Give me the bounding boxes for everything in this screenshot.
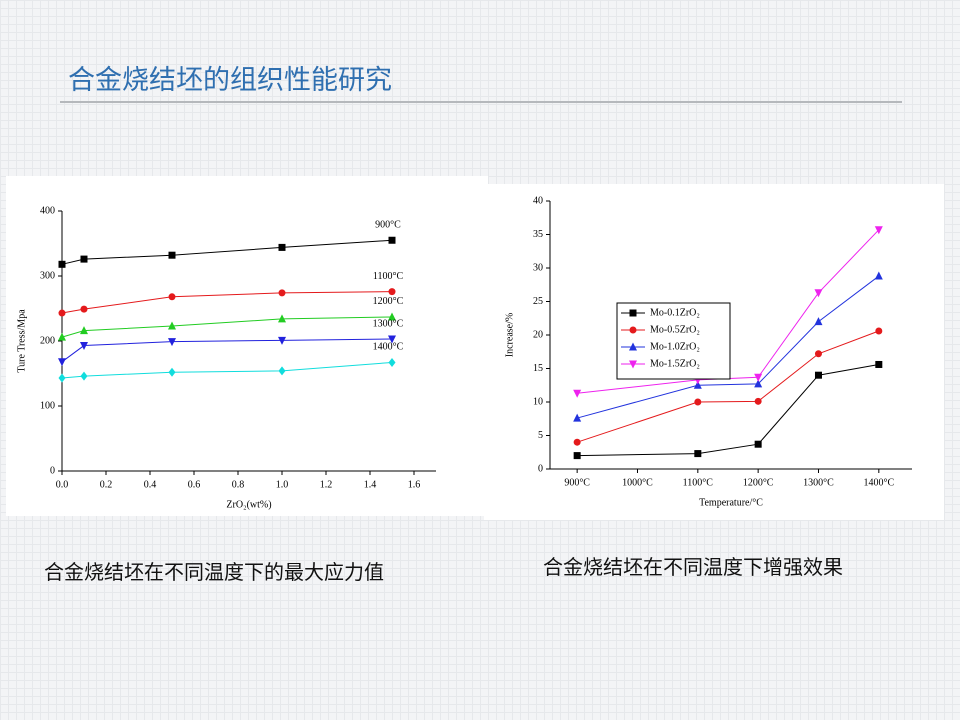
marker	[278, 289, 286, 297]
marker	[814, 289, 823, 298]
y-tick-label: 20	[533, 329, 543, 340]
marker	[168, 367, 176, 377]
y-axis-label: Increase/%	[504, 313, 515, 357]
marker	[388, 288, 396, 296]
legend-label: Mo-1.5ZrO₂	[650, 358, 700, 369]
marker	[388, 236, 396, 244]
y-tick-label: 400	[40, 205, 55, 216]
legend-label: Mo-0.5ZrO₂	[650, 324, 700, 335]
x-tick-label: 1.2	[320, 479, 333, 490]
marker	[80, 305, 88, 313]
chart-panel	[6, 176, 488, 516]
x-axis-label: ZrO₂(wt%)	[226, 499, 271, 510]
series-label: 1200°C	[373, 296, 404, 307]
x-tick-label: 1000°C	[622, 477, 653, 488]
y-tick-label: 25	[533, 296, 543, 307]
marker	[278, 366, 286, 376]
marker	[874, 271, 883, 280]
marker	[80, 342, 88, 351]
marker	[80, 326, 88, 335]
marker	[754, 379, 763, 388]
marker	[278, 243, 286, 251]
marker	[388, 312, 396, 321]
marker	[694, 450, 702, 458]
x-tick-label: 0.0	[56, 479, 69, 490]
y-axis-label: Ture Tress/Mpa	[16, 309, 27, 373]
caption: 合金烧结坯在不同温度下增强效果	[543, 555, 843, 579]
marker	[694, 398, 702, 406]
y-tick-label: 300	[40, 270, 55, 281]
marker	[58, 260, 66, 268]
y-tick-label: 200	[40, 335, 55, 346]
marker	[693, 380, 702, 389]
marker	[754, 373, 763, 382]
series-label: 1400°C	[373, 342, 404, 353]
x-tick-label: 0.4	[144, 479, 157, 490]
x-tick-label: 1100°C	[683, 477, 714, 488]
x-tick-label: 0.8	[232, 479, 245, 490]
marker	[814, 317, 823, 326]
marker	[754, 397, 762, 405]
y-tick-label: 0	[50, 465, 55, 476]
marker	[573, 389, 582, 398]
y-tick-label: 30	[533, 262, 543, 273]
marker	[573, 413, 582, 422]
marker	[874, 226, 883, 235]
y-tick-label: 100	[40, 400, 55, 411]
legend-marker	[629, 326, 637, 334]
marker	[875, 360, 883, 368]
marker	[573, 452, 581, 460]
series-label: 1300°C	[373, 318, 404, 329]
marker	[875, 327, 883, 335]
legend-label: Mo-0.1ZrO₂	[650, 307, 700, 318]
legend-marker	[629, 342, 637, 351]
title-rule	[60, 101, 902, 103]
marker	[168, 338, 176, 347]
marker	[58, 373, 66, 383]
x-tick-label: 1400°C	[863, 477, 894, 488]
marker	[278, 336, 286, 345]
marker	[80, 255, 88, 263]
marker	[58, 332, 66, 341]
x-tick-label: 1300°C	[803, 477, 834, 488]
marker	[754, 440, 762, 448]
x-tick-label: 0.6	[188, 479, 201, 490]
marker	[814, 350, 822, 358]
series-label: 1100°C	[373, 271, 404, 282]
marker	[278, 314, 286, 323]
marker	[80, 371, 88, 381]
x-tick-label: 1.4	[364, 479, 377, 490]
y-tick-label: 35	[533, 229, 543, 240]
x-tick-label: 1200°C	[743, 477, 774, 488]
legend-label: Mo-1.0ZrO₂	[650, 341, 700, 352]
x-axis-label: Temperature/°C	[699, 497, 763, 508]
y-tick-label: 0	[538, 463, 543, 474]
x-tick-label: 1.6	[408, 479, 421, 490]
marker	[58, 358, 66, 367]
marker	[388, 357, 396, 367]
legend-marker	[629, 309, 637, 317]
marker	[168, 293, 176, 301]
x-tick-label: 900°C	[564, 477, 590, 488]
y-tick-label: 15	[533, 363, 543, 374]
series-label: 900°C	[375, 220, 401, 231]
marker	[168, 251, 176, 259]
y-tick-label: 40	[533, 195, 543, 206]
x-tick-label: 1.0	[276, 479, 289, 490]
marker	[388, 335, 396, 344]
y-tick-label: 10	[533, 396, 543, 407]
marker	[814, 371, 822, 379]
slide-title: 合金烧结坯的组织性能研究	[68, 65, 392, 96]
marker	[168, 321, 176, 330]
y-tick-label: 5	[538, 430, 543, 441]
marker	[573, 438, 581, 446]
marker	[58, 309, 66, 317]
legend-marker	[629, 360, 637, 369]
caption: 合金烧结坯在不同温度下的最大应力值	[44, 560, 384, 584]
x-tick-label: 0.2	[100, 479, 113, 490]
